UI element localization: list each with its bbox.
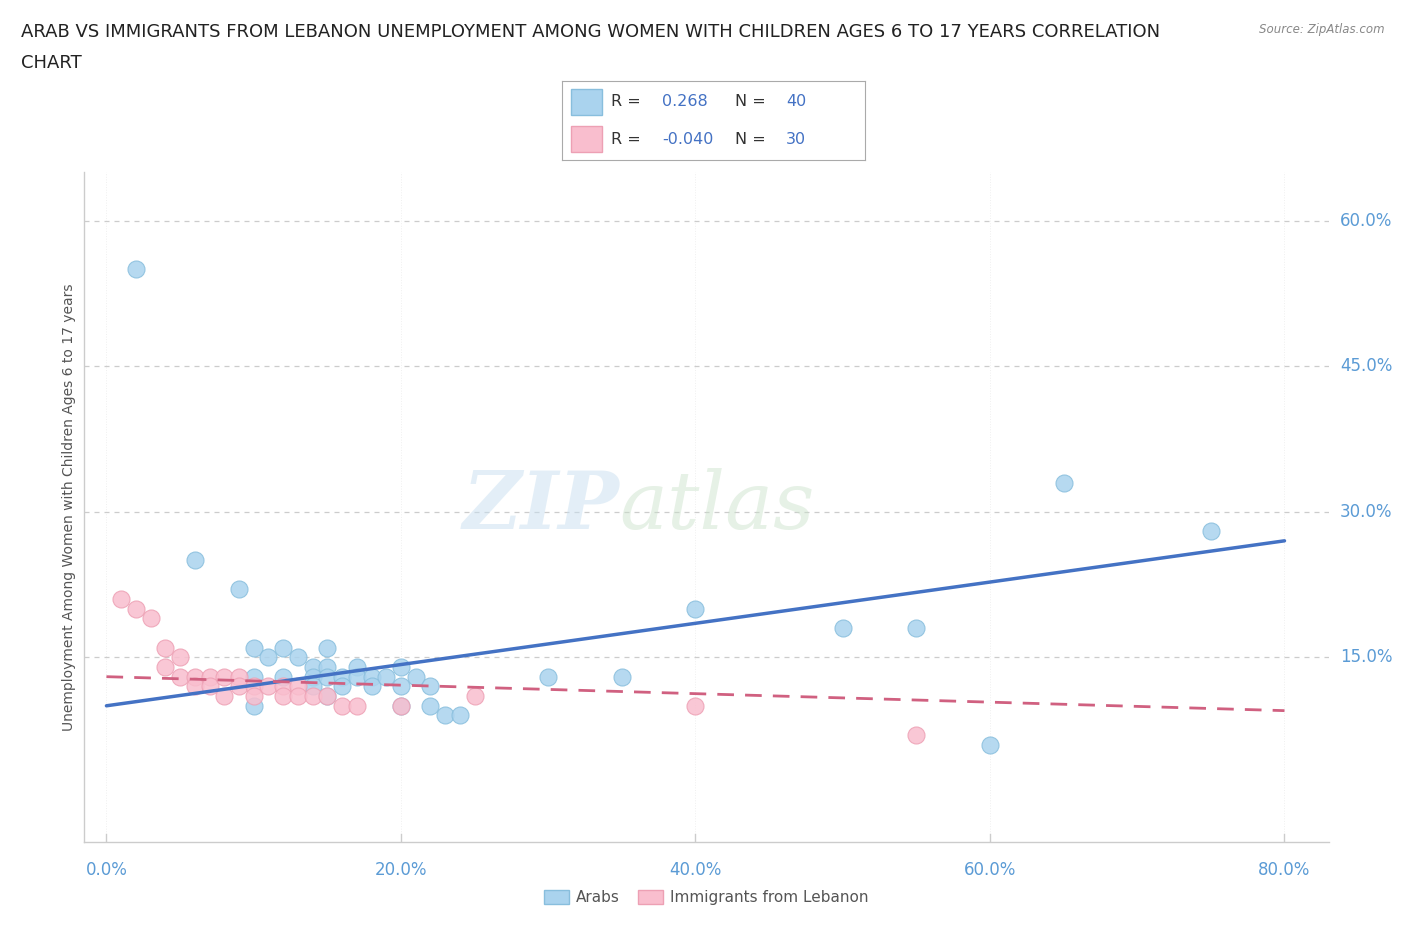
- Text: Source: ZipAtlas.com: Source: ZipAtlas.com: [1260, 23, 1385, 36]
- Point: [831, 620, 853, 635]
- Point: [155, 659, 177, 674]
- Point: [242, 688, 264, 703]
- Point: [242, 698, 264, 713]
- Point: [287, 688, 309, 703]
- Point: [155, 640, 177, 655]
- Point: [198, 679, 221, 694]
- Legend: Arabs, Immigrants from Lebanon: Arabs, Immigrants from Lebanon: [538, 884, 875, 911]
- Text: -0.040: -0.040: [662, 131, 713, 147]
- Point: [184, 670, 207, 684]
- Point: [346, 670, 368, 684]
- Point: [169, 670, 191, 684]
- Point: [330, 698, 353, 713]
- Point: [405, 670, 427, 684]
- Point: [389, 698, 412, 713]
- Point: [212, 670, 235, 684]
- Text: 40: 40: [786, 94, 807, 110]
- Point: [330, 670, 353, 684]
- Point: [184, 679, 207, 694]
- Text: 45.0%: 45.0%: [1340, 357, 1392, 375]
- Point: [228, 670, 250, 684]
- Point: [271, 640, 294, 655]
- Text: N =: N =: [735, 131, 765, 147]
- Text: 0.0%: 0.0%: [86, 861, 128, 879]
- Point: [685, 698, 707, 713]
- Point: [330, 679, 353, 694]
- Point: [169, 650, 191, 665]
- Point: [316, 670, 339, 684]
- Text: R =: R =: [610, 131, 641, 147]
- Point: [360, 670, 382, 684]
- Point: [316, 659, 339, 674]
- Bar: [571, 89, 602, 115]
- Point: [389, 698, 412, 713]
- Point: [301, 688, 323, 703]
- Text: 60.0%: 60.0%: [963, 861, 1017, 879]
- Point: [257, 679, 280, 694]
- Point: [464, 688, 486, 703]
- Point: [610, 670, 633, 684]
- Point: [449, 708, 471, 723]
- Y-axis label: Unemployment Among Women with Children Ages 6 to 17 years: Unemployment Among Women with Children A…: [62, 283, 76, 731]
- Point: [287, 679, 309, 694]
- Text: 20.0%: 20.0%: [375, 861, 427, 879]
- Bar: [571, 126, 602, 153]
- Point: [375, 670, 398, 684]
- Point: [419, 698, 441, 713]
- Point: [389, 659, 412, 674]
- Point: [346, 659, 368, 674]
- Point: [110, 591, 132, 606]
- Text: atlas: atlas: [620, 468, 815, 546]
- Point: [257, 650, 280, 665]
- Point: [537, 670, 560, 684]
- Point: [242, 640, 264, 655]
- Point: [212, 688, 235, 703]
- Point: [242, 679, 264, 694]
- Point: [228, 679, 250, 694]
- Text: 0.268: 0.268: [662, 94, 707, 110]
- Point: [316, 640, 339, 655]
- Point: [389, 679, 412, 694]
- Point: [287, 650, 309, 665]
- Point: [905, 727, 928, 742]
- Point: [316, 688, 339, 703]
- Point: [228, 582, 250, 597]
- Point: [198, 670, 221, 684]
- Point: [242, 670, 264, 684]
- Point: [685, 602, 707, 617]
- Point: [139, 611, 162, 626]
- Point: [184, 552, 207, 567]
- Point: [125, 602, 148, 617]
- Text: R =: R =: [610, 94, 641, 110]
- Text: 30.0%: 30.0%: [1340, 503, 1392, 521]
- Point: [360, 679, 382, 694]
- Text: 40.0%: 40.0%: [669, 861, 721, 879]
- Text: 15.0%: 15.0%: [1340, 648, 1392, 666]
- Point: [271, 688, 294, 703]
- Point: [316, 688, 339, 703]
- Point: [125, 261, 148, 276]
- Point: [301, 670, 323, 684]
- Point: [1052, 475, 1074, 490]
- Point: [301, 659, 323, 674]
- Point: [1199, 524, 1222, 538]
- Text: N =: N =: [735, 94, 765, 110]
- Point: [434, 708, 457, 723]
- Point: [419, 679, 441, 694]
- Text: CHART: CHART: [21, 54, 82, 72]
- Text: ARAB VS IMMIGRANTS FROM LEBANON UNEMPLOYMENT AMONG WOMEN WITH CHILDREN AGES 6 TO: ARAB VS IMMIGRANTS FROM LEBANON UNEMPLOY…: [21, 23, 1160, 41]
- Point: [905, 620, 928, 635]
- Point: [271, 670, 294, 684]
- Text: 80.0%: 80.0%: [1258, 861, 1310, 879]
- Text: 30: 30: [786, 131, 806, 147]
- Point: [346, 698, 368, 713]
- Text: 60.0%: 60.0%: [1340, 211, 1392, 230]
- Point: [979, 737, 1001, 752]
- Point: [301, 679, 323, 694]
- Text: ZIP: ZIP: [463, 468, 620, 546]
- Point: [271, 679, 294, 694]
